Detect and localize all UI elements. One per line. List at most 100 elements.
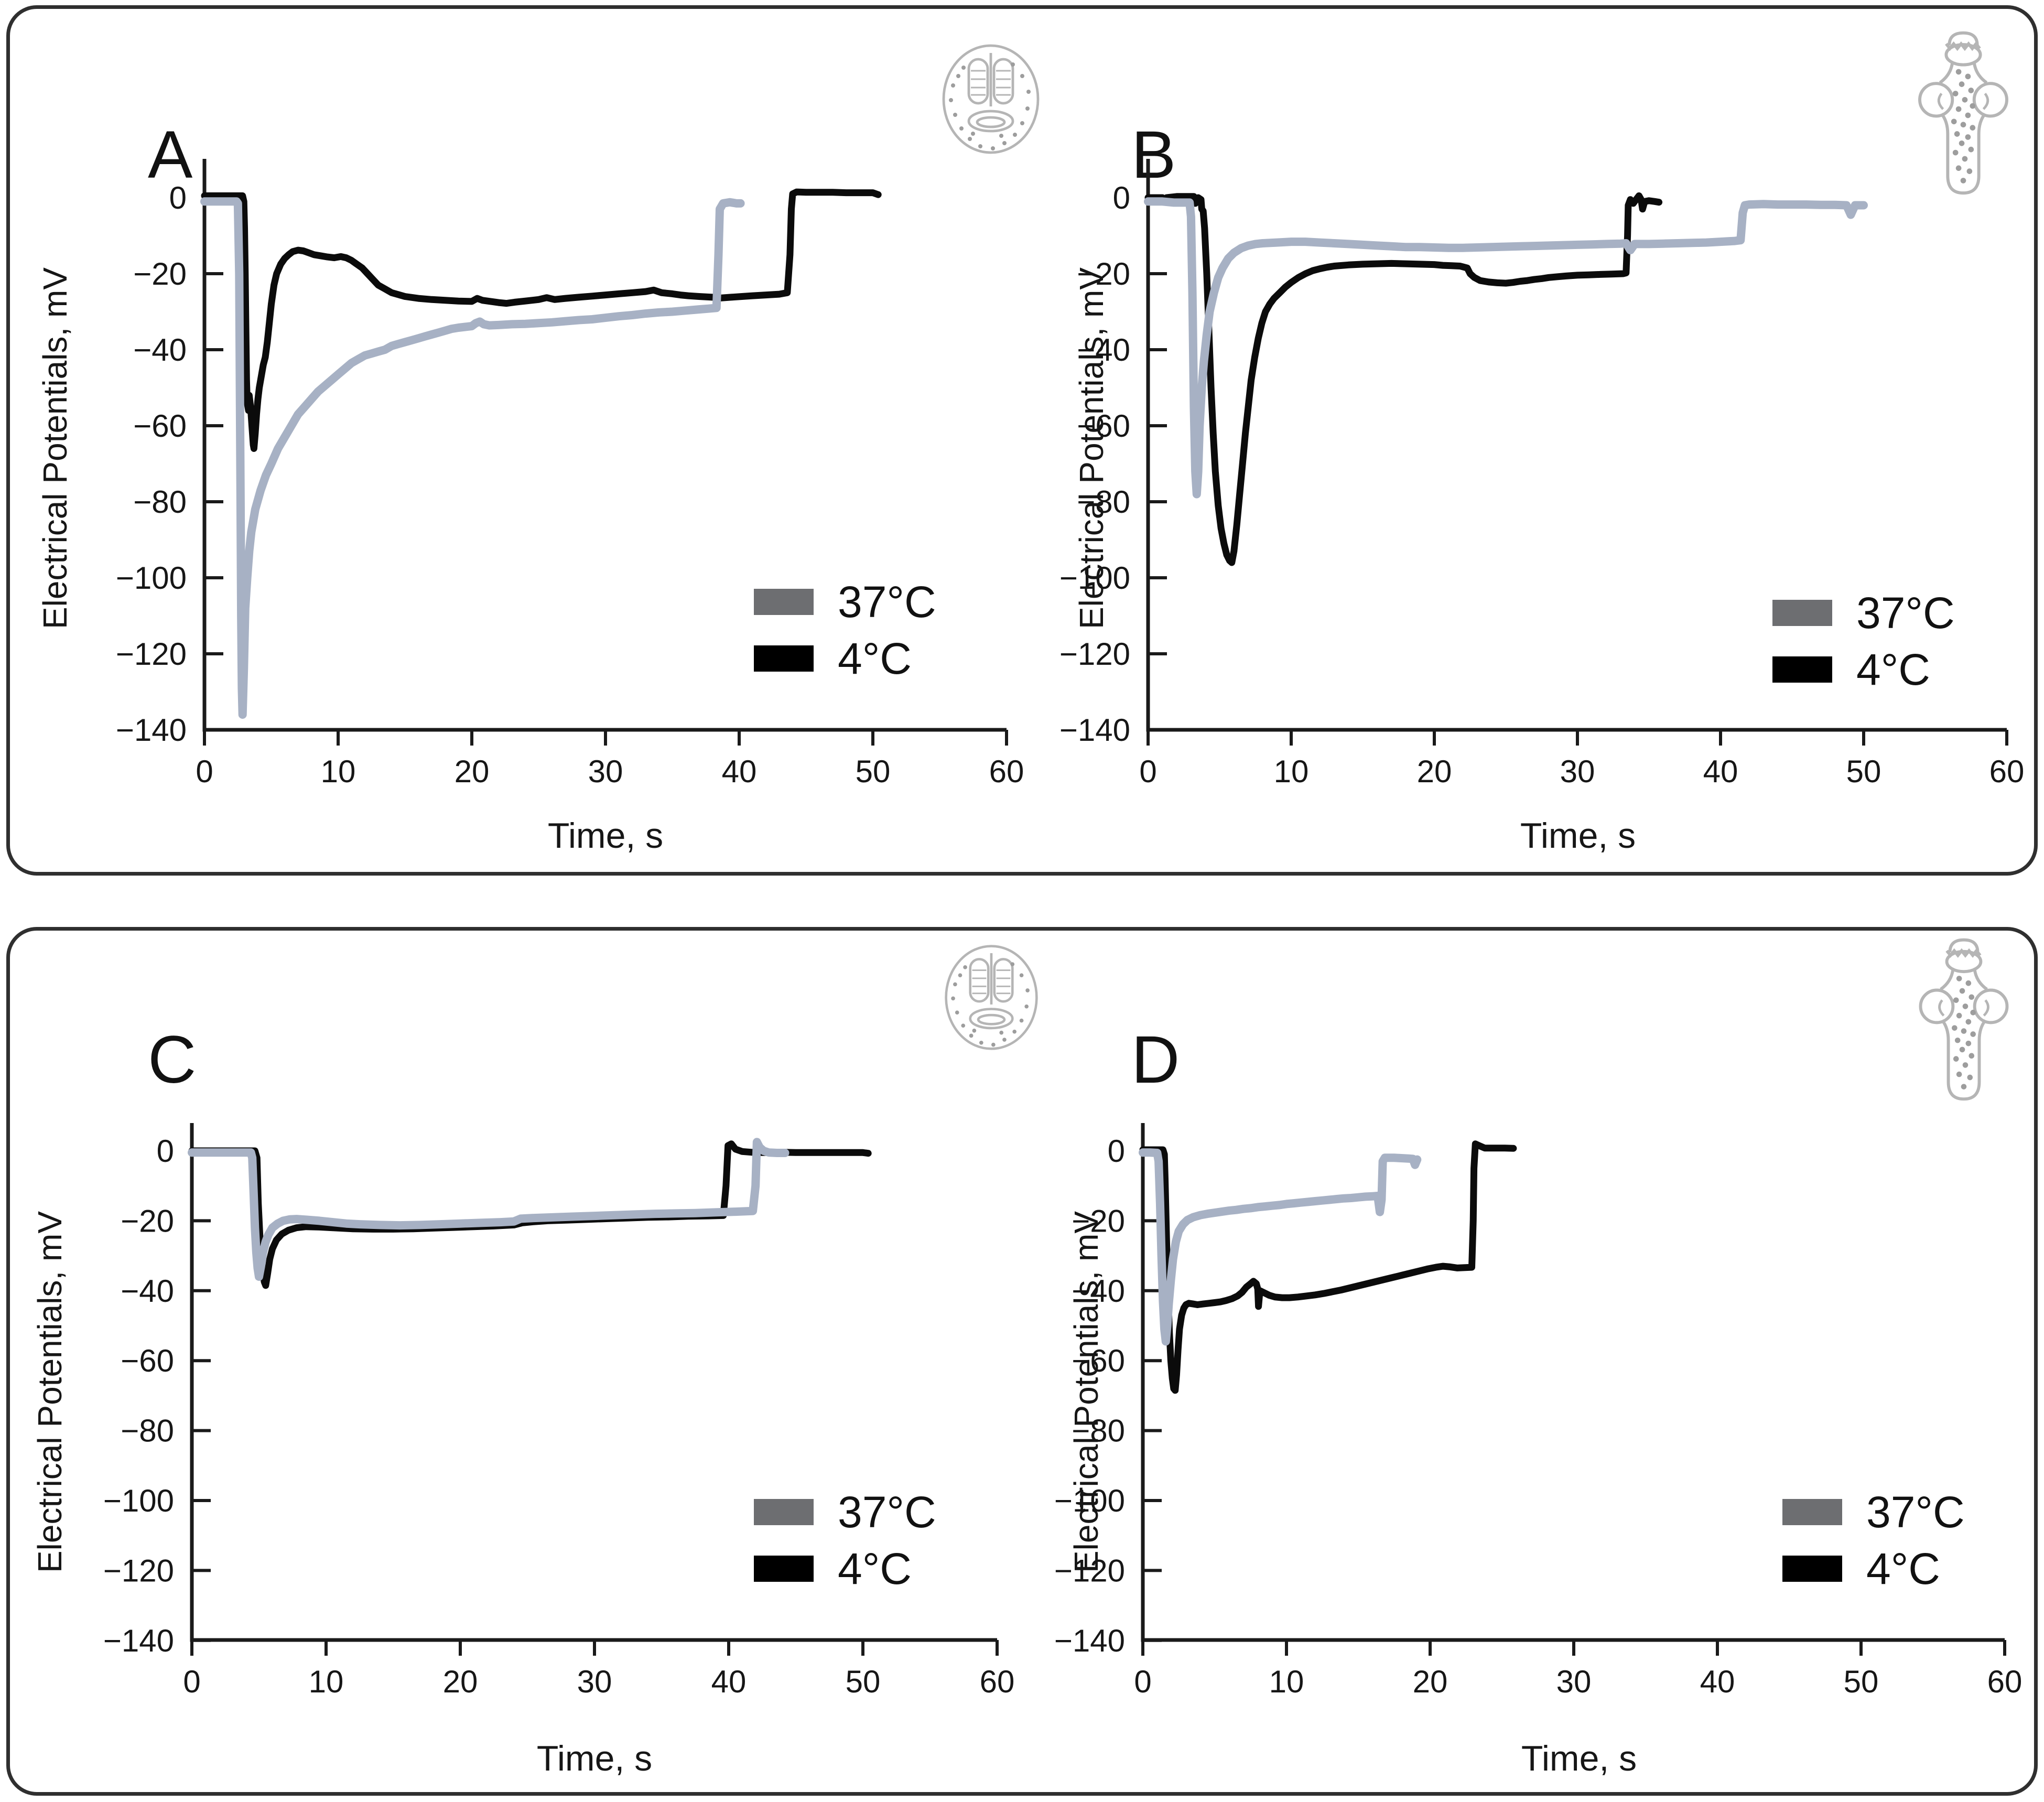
svg-text:50: 50	[1844, 1664, 1879, 1699]
svg-text:0: 0	[1134, 1664, 1151, 1699]
svg-text:20: 20	[443, 1664, 478, 1699]
legend-label-37C: 37°C	[838, 577, 936, 627]
svg-text:60: 60	[1987, 1664, 2023, 1699]
panel-label-D: D	[1131, 1022, 1180, 1097]
svg-text:−100: −100	[116, 560, 187, 596]
svg-text:0: 0	[1108, 1134, 1125, 1169]
svg-text:30: 30	[1560, 754, 1595, 789]
panel-C-ylabel: Electrical Potentials, mV	[31, 1211, 69, 1573]
legend-swatch-4	[754, 645, 814, 672]
svg-text:−100: −100	[103, 1483, 174, 1518]
svg-text:−20: −20	[121, 1203, 174, 1238]
legend-row-4C: 4°C	[754, 1547, 936, 1591]
svg-text:10: 10	[1269, 1664, 1304, 1699]
panel-A-xlabel: Time, s	[547, 816, 664, 856]
bottom-panel-box	[6, 927, 2038, 1796]
svg-text:40: 40	[722, 754, 757, 789]
panel-A-legend: 37°C 4°C	[754, 580, 936, 681]
legend-row-37C: 37°C	[754, 580, 936, 624]
panel-label-C: C	[148, 1022, 197, 1097]
svg-text:10: 10	[309, 1664, 344, 1699]
svg-text:50: 50	[1846, 754, 1881, 789]
svg-text:0: 0	[169, 180, 187, 215]
svg-text:−40: −40	[1072, 1274, 1125, 1309]
svg-text:−140: −140	[103, 1623, 174, 1658]
panel-label-B: B	[1131, 117, 1176, 192]
svg-text:30: 30	[588, 754, 623, 789]
svg-text:−20: −20	[1072, 1203, 1125, 1238]
panel-C-xlabel: Time, s	[536, 1739, 653, 1778]
legend-row-4C: 4°C	[1772, 648, 1955, 692]
panel-B-chart: 0 −20 −40 −60 −80 −100 −120 −140 0 10 20 30 40 50 60	[1059, 159, 2025, 789]
embryo-icon	[945, 945, 1038, 1050]
panel-D-chart: 0 −20 −40 −60 −80 −100 −120 −140 0 10 20 30 40 50 60	[1054, 1123, 2023, 1699]
legend-row-37C: 37°C	[754, 1490, 936, 1534]
legend-label-4C: 4°C	[1866, 1544, 1940, 1593]
svg-text:0: 0	[1139, 754, 1156, 789]
svg-text:50: 50	[846, 1664, 881, 1699]
svg-text:−60: −60	[1077, 408, 1130, 444]
svg-text:−140: −140	[116, 713, 187, 748]
svg-text:−20: −20	[133, 256, 187, 292]
svg-text:−120: −120	[116, 636, 187, 672]
legend-swatch-37	[754, 1499, 814, 1525]
svg-text:−100: −100	[1054, 1483, 1125, 1518]
svg-text:40: 40	[711, 1664, 747, 1699]
svg-text:0: 0	[157, 1134, 174, 1169]
panel-C-chart: 0 −20 −40 −60 −80 −100 −120 −140 0 10 20 30 40 50 60	[103, 1123, 1015, 1699]
legend-label-37C: 37°C	[1866, 1487, 1965, 1537]
legend-label-4C: 4°C	[838, 634, 912, 683]
svg-text:40: 40	[1703, 754, 1738, 789]
svg-text:−20: −20	[1077, 256, 1130, 292]
panel-D-ylabel: Electrical Potentials, mV	[1067, 1211, 1105, 1573]
panel-A-ylabel: Electrical Potentials, mV	[36, 267, 74, 630]
panel-label-A: A	[148, 117, 193, 192]
svg-text:−40: −40	[1077, 332, 1130, 368]
svg-text:−80: −80	[1072, 1413, 1125, 1449]
svg-text:60: 60	[980, 1664, 1015, 1699]
svg-text:−60: −60	[133, 408, 187, 444]
svg-text:−60: −60	[1072, 1343, 1125, 1378]
legend-swatch-4	[1782, 1556, 1842, 1582]
panel-C-legend: 37°C 4°C	[754, 1490, 936, 1591]
embryo-icon	[942, 44, 1040, 154]
legend-swatch-4	[1772, 656, 1832, 683]
svg-text:20: 20	[455, 754, 490, 789]
panel-A-chart: 0 −20 −40 −60 −80 −100 −120 −140 0 10 20 30 40 50 60	[116, 159, 1024, 789]
svg-text:30: 30	[577, 1664, 612, 1699]
panel-D-legend: 37°C 4°C	[1782, 1490, 1965, 1591]
svg-text:−120: −120	[1054, 1553, 1125, 1588]
legend-row-37C: 37°C	[1772, 591, 1955, 635]
legend-swatch-37	[754, 589, 814, 615]
larva-icon	[1919, 938, 2009, 1101]
legend-swatch-4	[754, 1556, 814, 1582]
svg-text:50: 50	[856, 754, 891, 789]
panel-D-xlabel: Time, s	[1521, 1739, 1637, 1778]
legend-swatch-37	[1782, 1499, 1842, 1525]
larva-icon	[1918, 31, 2008, 195]
svg-text:60: 60	[989, 754, 1024, 789]
svg-text:60: 60	[1989, 754, 2025, 789]
svg-text:−140: −140	[1054, 1623, 1125, 1658]
svg-text:−60: −60	[121, 1343, 174, 1378]
svg-text:−120: −120	[1059, 636, 1130, 672]
svg-text:−140: −140	[1059, 713, 1130, 748]
svg-text:−80: −80	[1077, 484, 1130, 520]
svg-text:−80: −80	[121, 1413, 174, 1449]
svg-text:0: 0	[1113, 180, 1130, 215]
panel-B-xlabel: Time, s	[1520, 816, 1636, 856]
svg-text:−80: −80	[133, 484, 187, 520]
legend-swatch-37	[1772, 600, 1832, 626]
legend-label-4C: 4°C	[1856, 645, 1930, 694]
svg-text:40: 40	[1700, 1664, 1735, 1699]
panel-B-legend: 37°C 4°C	[1772, 591, 1955, 692]
svg-text:0: 0	[196, 754, 213, 789]
legend-label-37C: 37°C	[838, 1487, 936, 1537]
svg-text:0: 0	[183, 1664, 200, 1699]
svg-text:30: 30	[1556, 1664, 1592, 1699]
panel-B-ylabel: Electrical Potentials, mV	[1073, 267, 1110, 630]
svg-text:−40: −40	[133, 332, 187, 368]
legend-label-37C: 37°C	[1856, 588, 1955, 638]
svg-text:20: 20	[1417, 754, 1452, 789]
